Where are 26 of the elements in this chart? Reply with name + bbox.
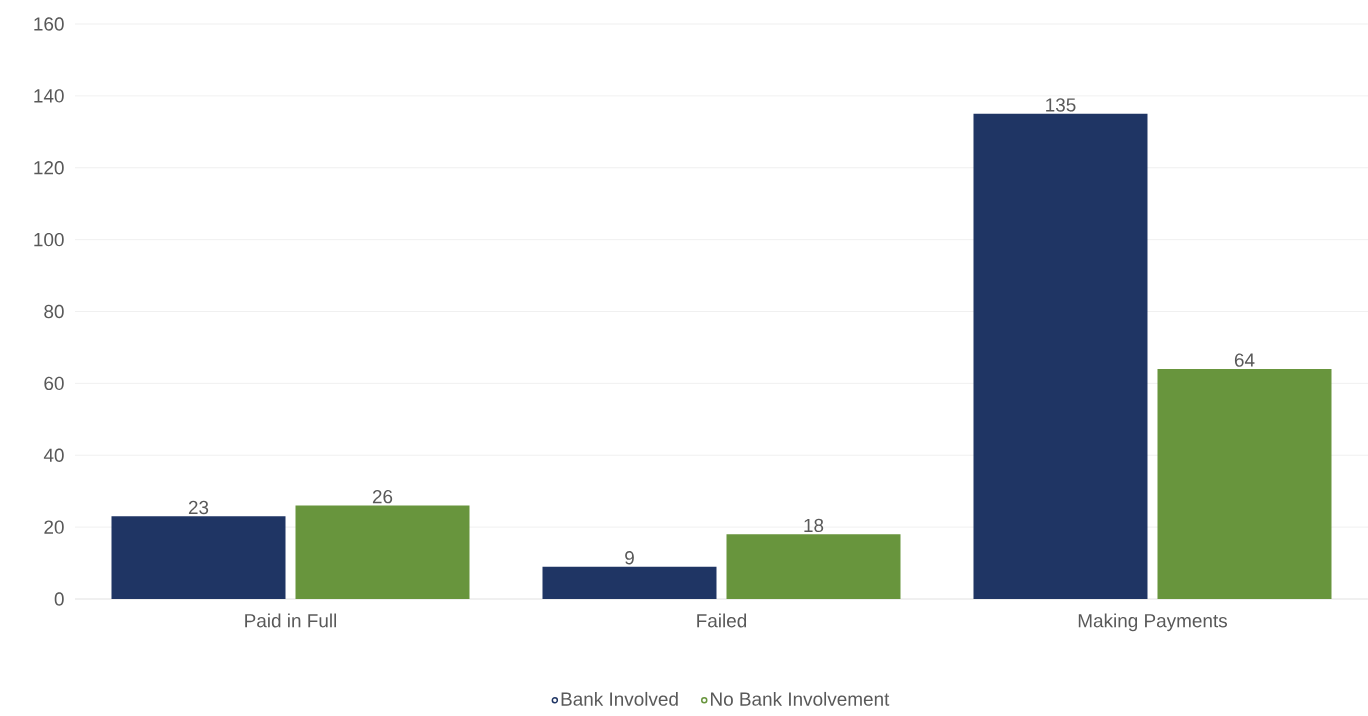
legend-label: Bank Involved — [561, 691, 678, 706]
data-label: 135 — [1046, 98, 1076, 112]
y-tick-label: 140 — [34, 89, 64, 103]
y-tick-label: 40 — [43, 448, 64, 462]
data-label: 26 — [372, 489, 393, 504]
y-tick-label: 80 — [44, 304, 64, 319]
data-label: 23 — [188, 500, 209, 515]
bar — [1157, 368, 1332, 599]
bar — [973, 113, 1148, 599]
y-tick-label: 160 — [34, 17, 64, 31]
data-label: 9 — [625, 551, 634, 565]
data-label: 64 — [1234, 353, 1255, 367]
legend-label: No Bank Involvement — [711, 691, 890, 706]
bar — [726, 534, 901, 599]
bar — [295, 505, 470, 599]
y-tick-label: 20 — [44, 520, 64, 534]
x-tick-label: Failed — [697, 613, 747, 628]
data-label: 18 — [804, 518, 824, 533]
bar — [542, 566, 717, 599]
x-tick-label: Paid in Full — [245, 613, 337, 628]
y-tick-label: 120 — [34, 161, 64, 175]
bar — [111, 516, 286, 599]
x-tick-label: Making Payments — [1078, 613, 1227, 632]
y-tick-label: 0 — [54, 592, 64, 606]
y-tick-label: 100 — [34, 232, 64, 247]
y-tick-label: 60 — [44, 376, 64, 391]
